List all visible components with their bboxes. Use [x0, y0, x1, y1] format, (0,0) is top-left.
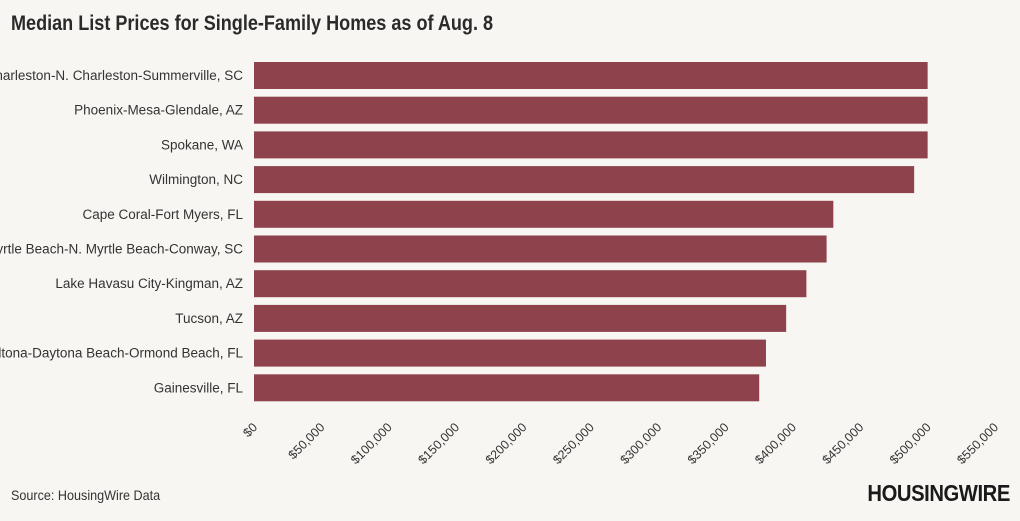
category-label: Wilmington, NC	[149, 172, 243, 187]
category-label: Deltona-Daytona Beach-Ormond Beach, FL	[0, 346, 243, 361]
x-tick-label: $300,000	[618, 420, 665, 467]
x-tick-label: $100,000	[348, 420, 395, 467]
x-tick-label: $350,000	[685, 420, 732, 467]
category-label: Spokane, WA	[161, 137, 243, 152]
category-label: Gainesville, FL	[154, 380, 244, 395]
x-tick-label: $200,000	[483, 420, 530, 467]
category-label: Phoenix-Mesa-Glendale, AZ	[74, 103, 243, 118]
bar-chart: Charleston-N. Charleston-Summerville, SC…	[0, 62, 1001, 467]
category-label: Cape Coral-Fort Myers, FL	[82, 207, 243, 222]
category-label: Myrtle Beach-N. Myrtle Beach-Conway, SC	[0, 242, 243, 257]
housingwire-logo: HOUSINGWIRE	[867, 480, 1011, 506]
bar	[254, 304, 787, 332]
x-tick-label: $400,000	[752, 420, 799, 467]
category-label: Lake Havasu City-Kingman, AZ	[55, 276, 243, 291]
source-note: Source: HousingWire Data	[11, 487, 161, 503]
bar	[254, 374, 760, 402]
x-tick-label: $450,000	[820, 420, 867, 467]
bar	[254, 200, 834, 228]
x-tick-label: $250,000	[550, 420, 597, 467]
bar	[254, 96, 928, 124]
x-tick-label: $550,000	[954, 420, 1001, 467]
bar	[254, 339, 766, 367]
bar	[254, 270, 807, 298]
category-label: Charleston-N. Charleston-Summerville, SC	[0, 68, 243, 83]
bar	[254, 62, 928, 89]
x-tick-label: $500,000	[887, 420, 934, 467]
x-tick-label: $0	[240, 420, 260, 440]
bar	[254, 166, 915, 194]
bar	[254, 131, 928, 159]
chart-title: Median List Prices for Single-Family Hom…	[11, 12, 494, 35]
category-label: Tucson, AZ	[175, 311, 243, 326]
x-tick-label: $150,000	[415, 420, 462, 467]
bar	[254, 235, 827, 263]
x-tick-label: $50,000	[286, 420, 328, 462]
